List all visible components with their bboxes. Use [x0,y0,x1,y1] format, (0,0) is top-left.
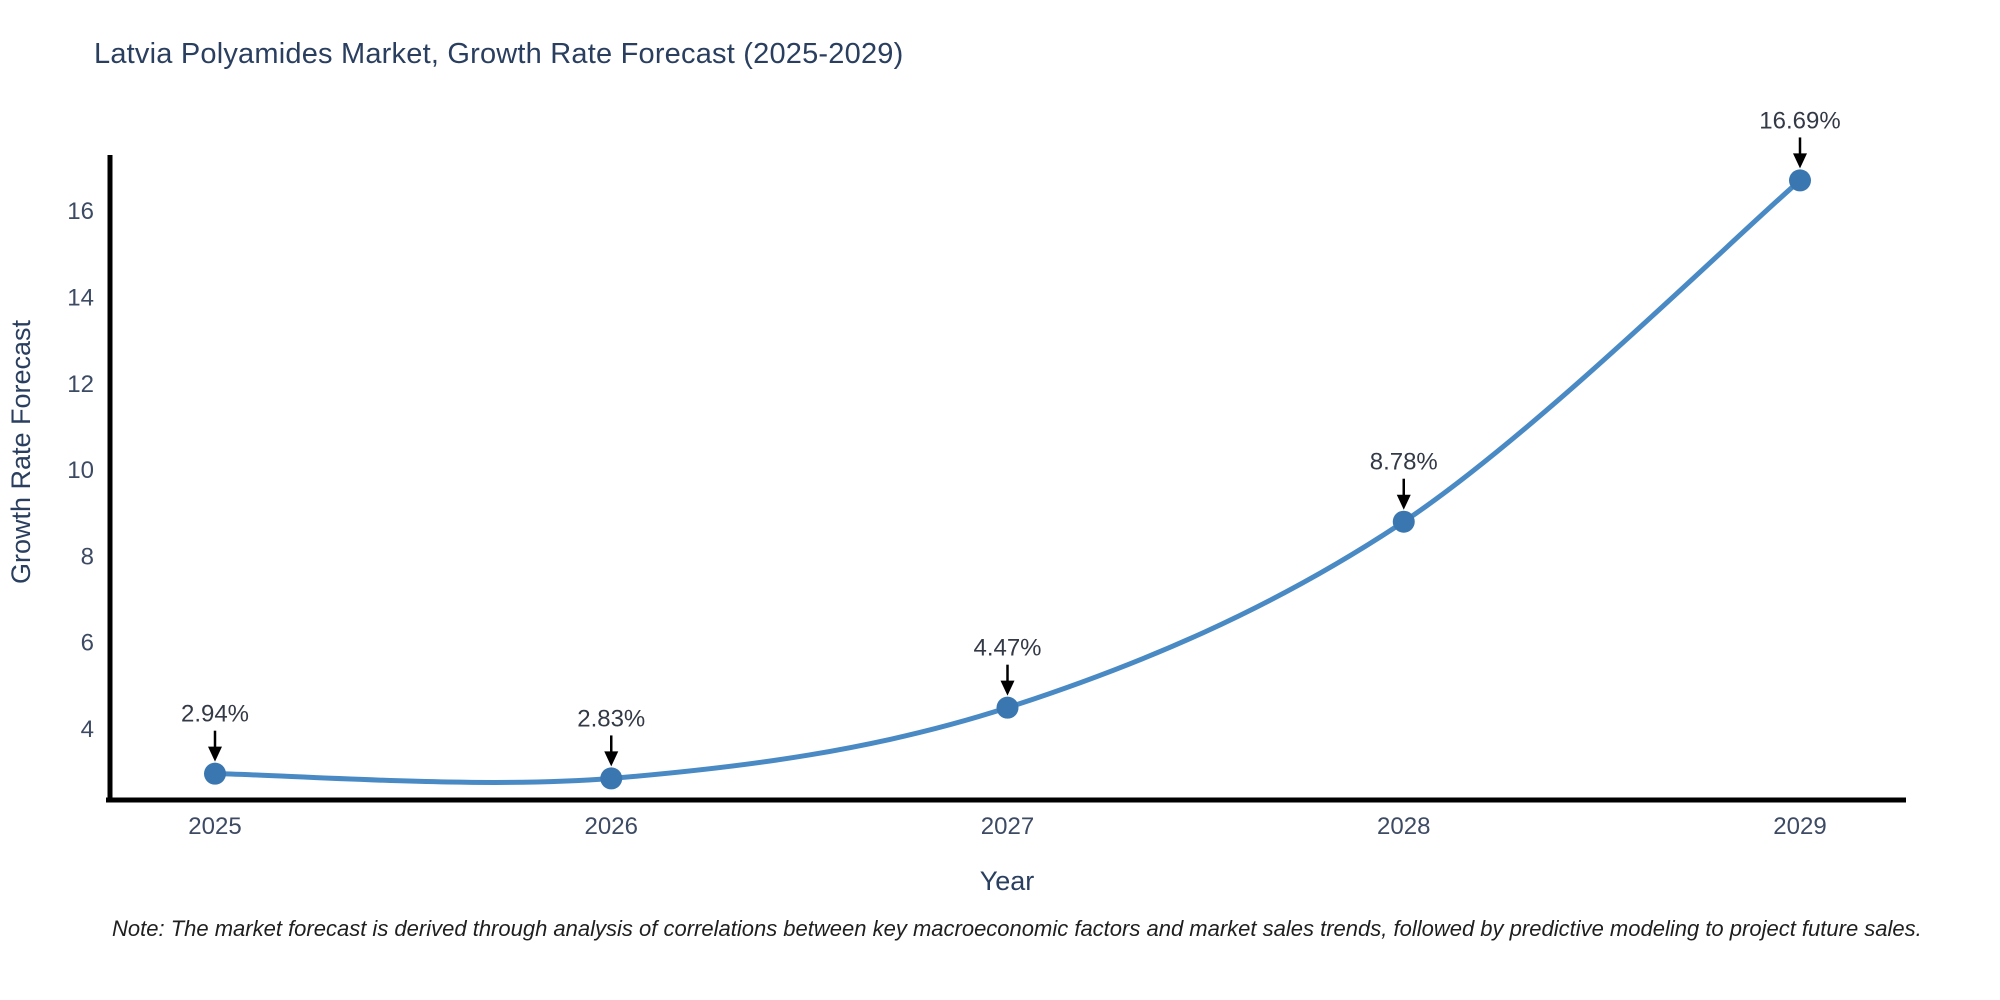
annotation-label: 2.83% [577,705,645,732]
x-tick-label: 2027 [981,813,1034,840]
x-tick-label: 2028 [1377,813,1430,840]
data-point-marker [600,767,623,790]
annotation-label: 2.94% [181,701,249,728]
footnote: Note: The market forecast is derived thr… [112,916,1922,941]
y-tick-label: 14 [67,284,94,311]
x-tick-label: 2029 [1773,813,1826,840]
y-tick-label: 4 [81,716,94,743]
annotation-arrowhead [1793,153,1807,169]
y-tick-label: 10 [67,457,94,484]
annotation-arrowhead [208,746,222,762]
y-axis-title: Growth Rate Forecast [6,319,36,584]
annotation-label: 16.69% [1759,107,1840,134]
y-tick-label: 6 [81,630,94,657]
x-tick-label: 2025 [188,813,241,840]
chart-title: Latvia Polyamides Market, Growth Rate Fo… [94,38,904,70]
x-axis-title: Year [980,866,1035,896]
x-tick-label: 2026 [585,813,638,840]
y-tick-label: 16 [67,198,94,225]
data-point-marker [204,762,226,785]
y-tick-label: 8 [81,543,94,570]
y-tick-label: 12 [67,371,94,398]
annotation-arrowhead [1000,680,1015,696]
annotation-label: 4.47% [973,635,1041,662]
annotation-arrowhead [1396,494,1411,510]
annotation-arrowhead [604,751,619,767]
data-point-marker [1789,169,1811,192]
data-point-marker [996,696,1019,719]
annotation-label: 8.78% [1370,449,1438,476]
data-point-marker [1392,510,1415,533]
